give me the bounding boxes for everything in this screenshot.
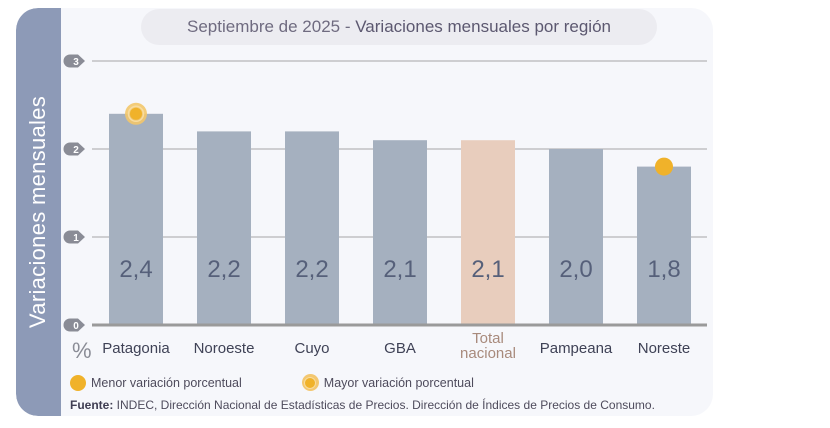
y-tick-label-2: 2 [73, 145, 79, 156]
x-tick-label-1: Noroeste [194, 340, 255, 357]
bar-3 [373, 140, 427, 325]
bar-0 [109, 113, 163, 325]
bar-value-label-0: 2,4 [119, 256, 152, 283]
y-axis-band: Variaciones mensuales [16, 8, 61, 416]
legend-min-label: Menor variación porcentual [91, 375, 242, 390]
x-tick-label-0: Patagonia [102, 340, 170, 357]
legend: Menor variación porcentual Mayor variaci… [70, 374, 534, 391]
bar-value-label-1: 2,2 [207, 256, 240, 283]
min-marker-dot [655, 157, 673, 176]
legend-max-label: Mayor variación porcentual [323, 375, 474, 390]
bar-value-label-5: 2,0 [559, 256, 592, 283]
x-tick-label-3: GBA [384, 340, 416, 357]
bar-value-label-6: 1,8 [647, 256, 680, 283]
chart-title: Septiembre de 2025 - Variaciones mensual… [141, 9, 657, 45]
x-tick-label-4-1: nacional [460, 345, 516, 362]
x-tick-label-6: Noreste [638, 340, 691, 357]
legend-item-max: Mayor variación porcentual [301, 374, 474, 391]
x-tick-label-5: Pampeana [540, 340, 613, 357]
y-tick-badge-1 [63, 230, 85, 244]
bar-value-label-2: 2,2 [295, 256, 328, 283]
max-marker-ring [127, 105, 145, 123]
bar-1 [197, 131, 251, 325]
y-tick-label-3: 3 [73, 57, 79, 68]
title-separator: - [340, 17, 356, 36]
source-label: Fuente: [70, 398, 114, 412]
min-marker-icon [70, 374, 86, 391]
y-tick-label-0: 0 [73, 321, 79, 332]
bar-6 [637, 166, 691, 325]
legend-item-min: Menor variación porcentual [70, 374, 242, 391]
source-note: Fuente: INDEC, Dirección Nacional de Est… [70, 398, 655, 412]
bar-2 [285, 131, 339, 325]
bar-value-label-3: 2,1 [383, 256, 416, 283]
y-tick-badge-2 [63, 142, 85, 156]
max-marker-icon [301, 374, 319, 391]
y-tick-label-1: 1 [73, 233, 79, 244]
y-tick-badge-3 [63, 54, 85, 68]
bar-value-label-4: 2,1 [471, 256, 504, 283]
bar-5 [549, 149, 603, 325]
y-tick-badge-0 [63, 318, 85, 332]
title-main: Variaciones mensuales por región [355, 17, 611, 36]
y-unit-label: % [72, 338, 92, 363]
max-marker-dot [130, 107, 142, 120]
bar-4 [461, 140, 515, 325]
x-tick-label-4-0: Total [472, 330, 504, 347]
title-prefix: Septiembre de 2025 [187, 17, 341, 36]
x-tick-label-2: Cuyo [294, 340, 329, 357]
source-text: INDEC, Dirección Nacional de Estadística… [113, 398, 655, 412]
